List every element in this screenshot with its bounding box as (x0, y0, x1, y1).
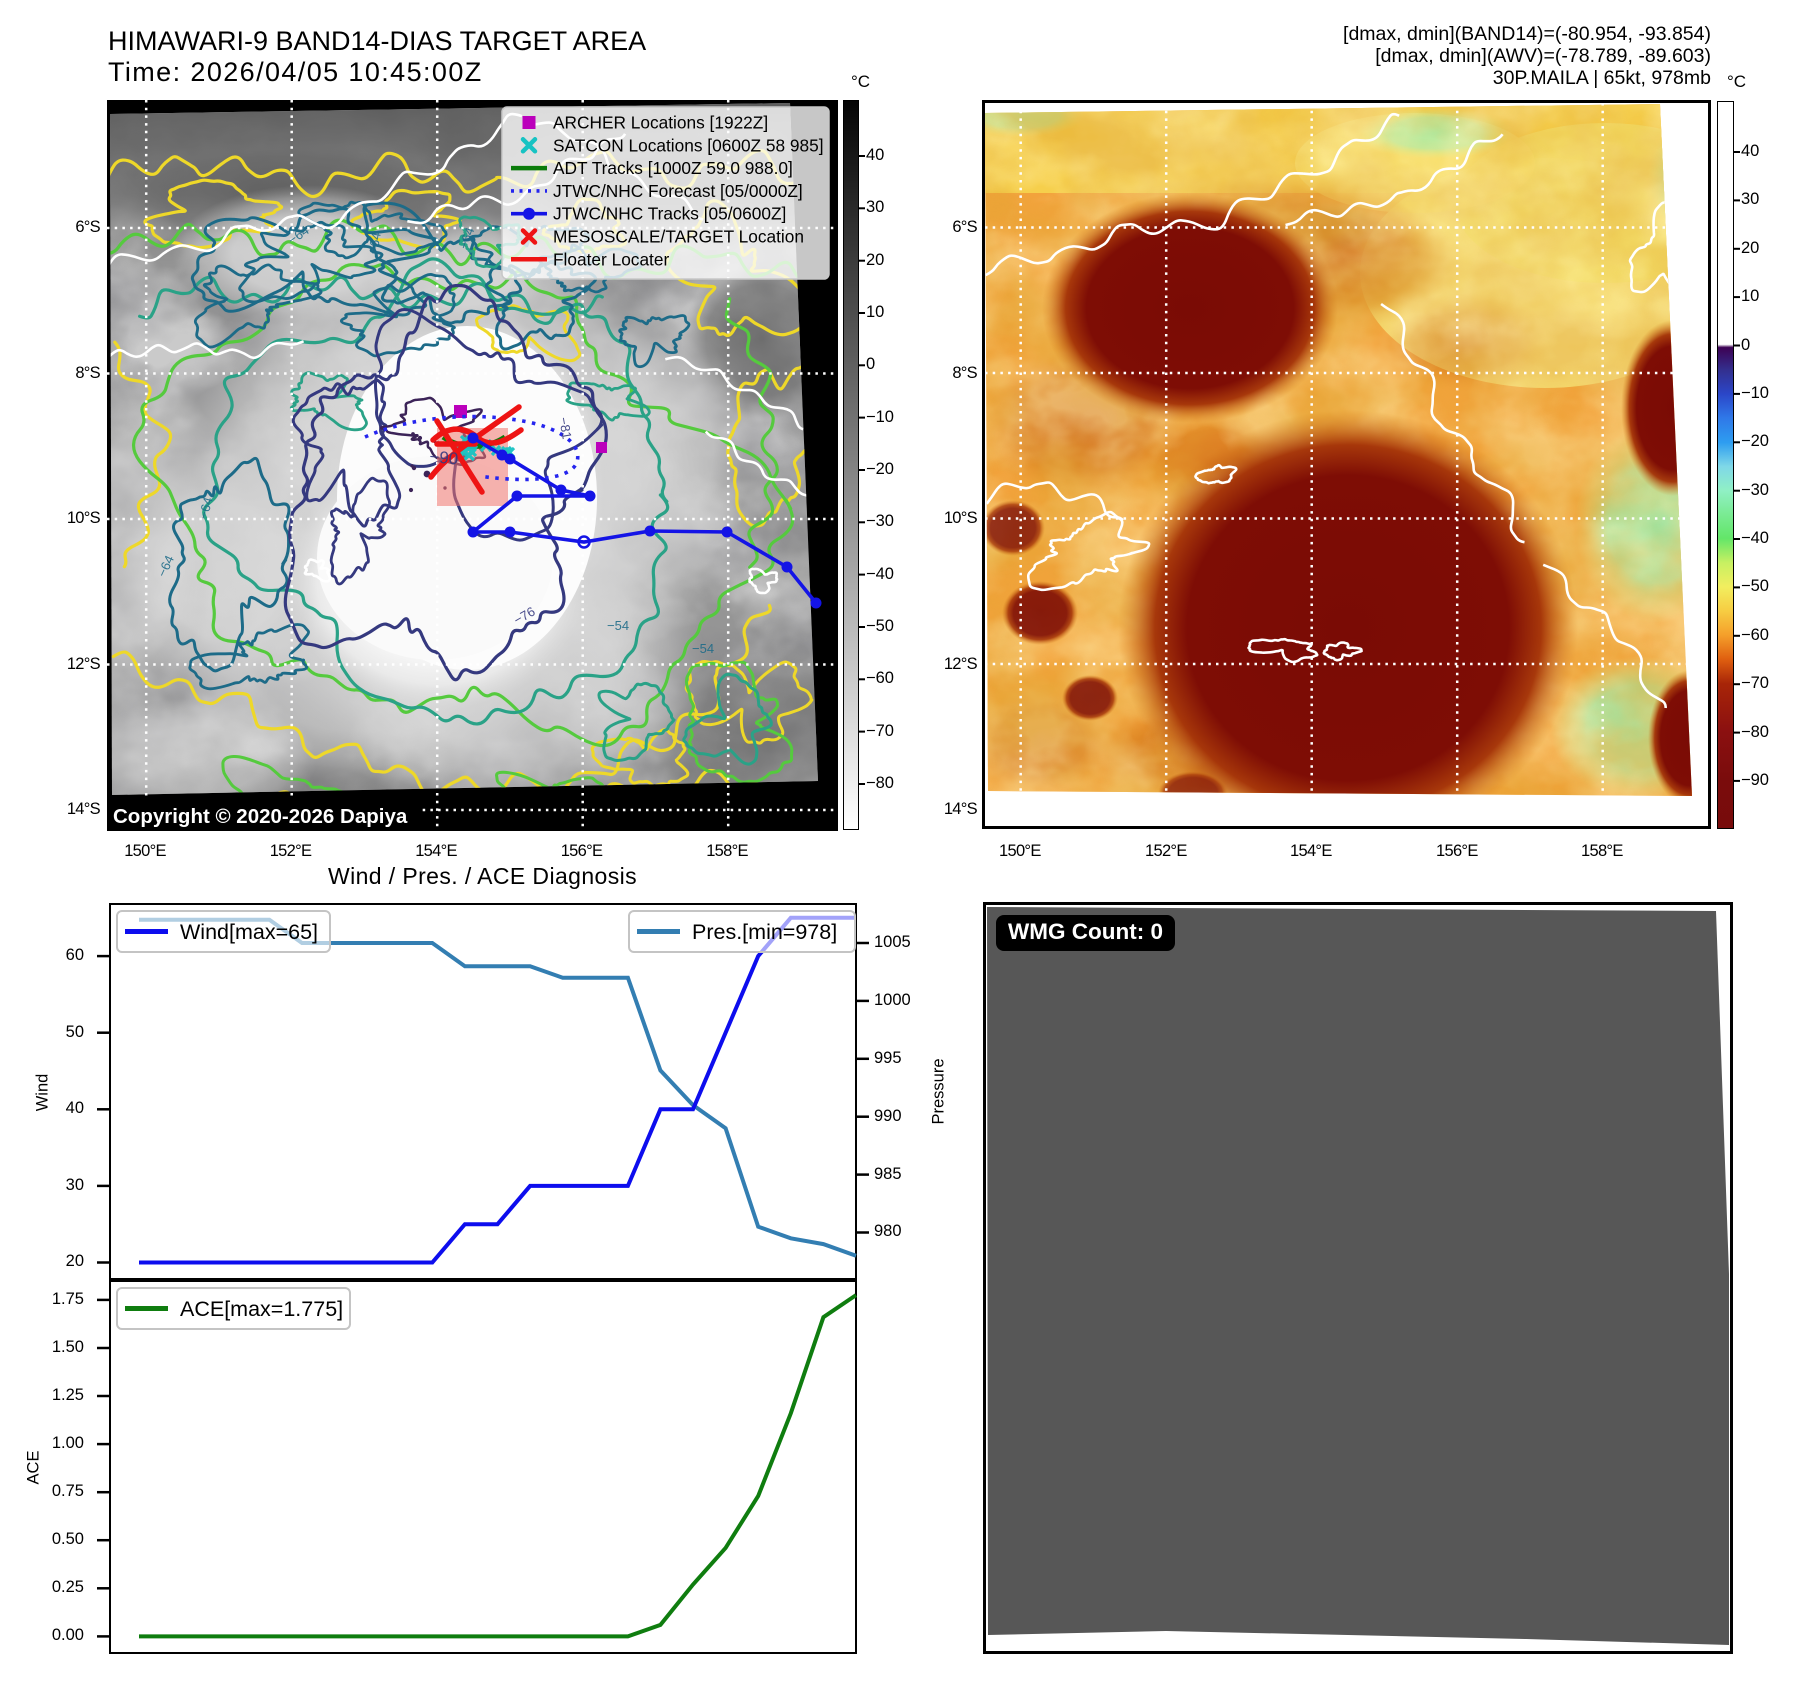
svg-text:JTWC/NHC Tracks [05/0600Z]: JTWC/NHC Tracks [05/0600Z] (553, 204, 786, 224)
svg-text:ARCHER Locations [1922Z]: ARCHER Locations [1922Z] (553, 113, 768, 133)
svg-text:Wind[max=65]: Wind[max=65] (180, 920, 318, 944)
svg-text:−90: −90 (429, 447, 459, 468)
svg-text:Pres.[min=978]: Pres.[min=978] (692, 920, 837, 944)
svg-text:ADT Tracks [1000Z 59.0 988.0]: ADT Tracks [1000Z 59.0 988.0] (553, 158, 793, 178)
svg-text:Copyright © 2020-2026 Dapiya: Copyright © 2020-2026 Dapiya (113, 805, 408, 828)
svg-text:MESOSCALE/TARGET Location: MESOSCALE/TARGET Location (553, 227, 804, 247)
svg-text:−64: −64 (365, 231, 384, 255)
svg-text:−64: −64 (195, 496, 215, 521)
svg-text:SATCON Locations [0600Z 58 985: SATCON Locations [0600Z 58 985] (553, 135, 824, 155)
svg-text:JTWC/NHC Forecast [05/0000Z]: JTWC/NHC Forecast [05/0000Z] (553, 181, 803, 201)
svg-text:−64: −64 (456, 225, 478, 251)
svg-text:−81: −81 (556, 416, 575, 440)
svg-text:−54: −54 (607, 618, 629, 633)
svg-text:ACE[max=1.775]: ACE[max=1.775] (180, 1297, 343, 1321)
svg-text:Floater Locater: Floater Locater (553, 249, 669, 269)
svg-text:−54: −54 (692, 641, 714, 656)
